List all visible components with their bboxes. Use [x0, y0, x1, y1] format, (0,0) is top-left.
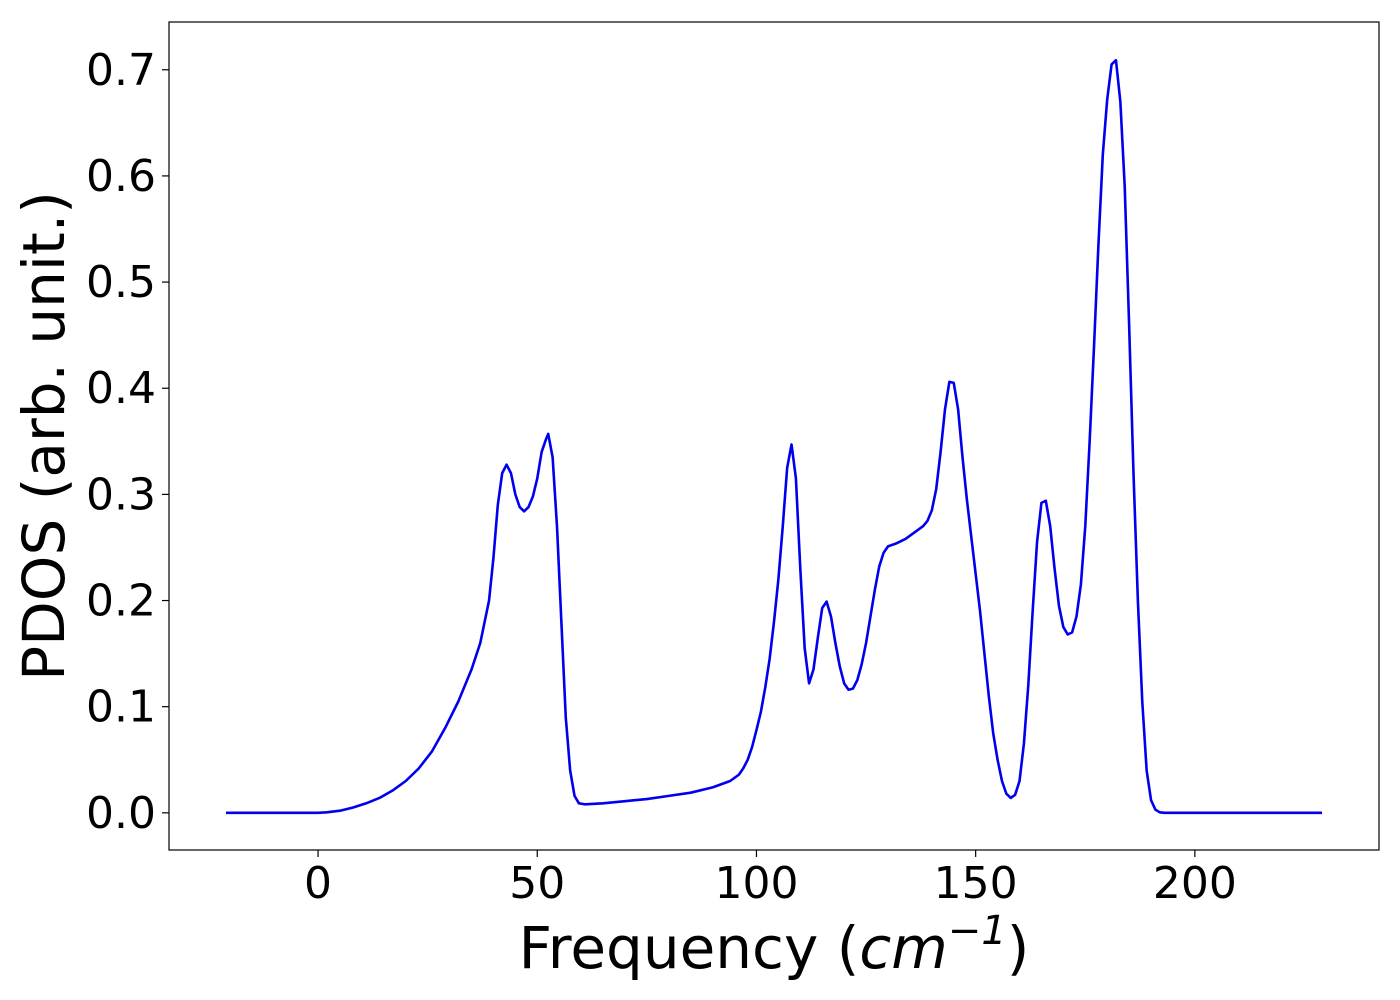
x-axis-label-suffix: ): [1007, 914, 1030, 982]
x-axis-label-exponent: −1: [948, 908, 1007, 954]
x-tick-label: 50: [509, 858, 565, 909]
x-tick-label: 150: [934, 858, 1018, 909]
plot-frame: [168, 21, 1380, 851]
x-axis-label-unit: cm: [859, 914, 947, 982]
y-tick-label: 0.3: [86, 469, 156, 520]
y-tick-label: 0.7: [86, 45, 156, 96]
x-tick-label: 200: [1153, 858, 1237, 909]
y-tick-label: 0.1: [86, 682, 156, 733]
x-tick-label: 100: [714, 858, 798, 909]
series-group: [225, 58, 1323, 815]
y-tick-label: 0.0: [86, 788, 156, 839]
y-axis-label: PDOS (arb. unit.): [10, 191, 78, 681]
x-tick-label: 0: [304, 858, 332, 909]
y-tick-label: 0.5: [86, 257, 156, 308]
x-axis-label-prefix: Frequency (: [519, 914, 860, 982]
x-axis-label: Frequency (cm−1): [519, 908, 1030, 982]
y-tick-label: 0.6: [86, 151, 156, 202]
ticks-group: 0 50 100 150 200 0.0 0.1 0.2 0.3 0.4 0.5 0.6 0.7: [86, 45, 1237, 909]
pdos-series-line: [225, 58, 1323, 815]
y-tick-label: 0.2: [86, 576, 156, 627]
y-tick-label: 0.4: [86, 363, 156, 414]
